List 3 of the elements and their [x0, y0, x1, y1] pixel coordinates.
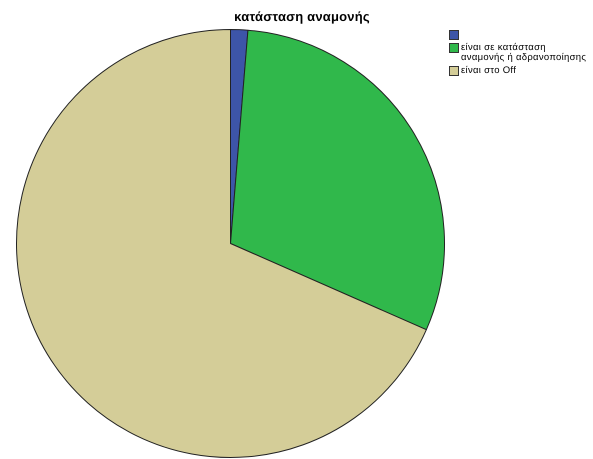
chart-title: κατάσταση αναμονής	[234, 9, 370, 24]
legend-label: είναι σε κατάσταση αναμονής ή αδρανοποίησης	[461, 42, 588, 63]
legend-label: είναι στο Off	[461, 65, 518, 76]
